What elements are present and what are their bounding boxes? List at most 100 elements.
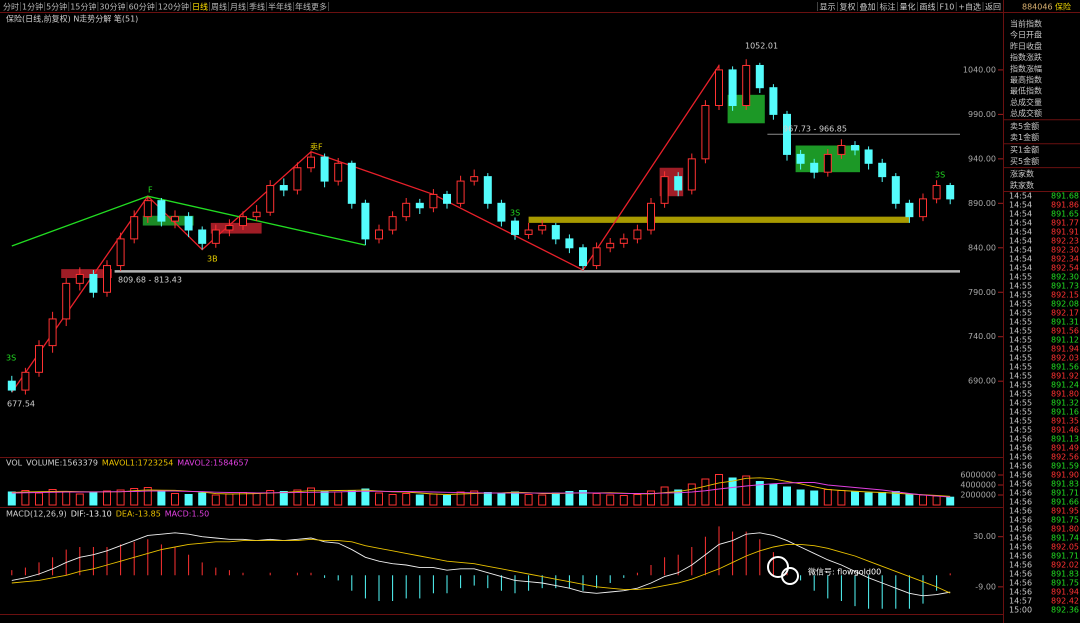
volume-bar [198, 492, 207, 506]
candle-body [905, 202, 914, 218]
tick-time: 14:56 [1009, 444, 1032, 453]
info-label: 卖1金额 [1010, 132, 1039, 142]
tick-price: 891.83 [1051, 570, 1079, 579]
volume-bar [429, 493, 438, 506]
candle-body [538, 225, 547, 231]
period-tab[interactable]: 1分钟 [22, 2, 43, 12]
period-tab[interactable]: 周线 [211, 2, 227, 12]
volume-bar [823, 489, 832, 506]
chart-title: 保险(日线,前复权) N走势分解 笔(51) [6, 14, 138, 24]
wechat-icon [767, 556, 789, 578]
volume-bar [279, 491, 288, 506]
tick-price: 892.23 [1051, 237, 1079, 246]
tick-price: 891.95 [1051, 507, 1079, 516]
volume-bar [932, 495, 941, 506]
toolbar-action[interactable]: 返回 [985, 3, 1001, 12]
volume-bar [7, 491, 16, 506]
tick-price: 891.94 [1051, 345, 1079, 354]
tick-price: 892.15 [1051, 291, 1079, 300]
volume-bar [171, 493, 179, 506]
pivot-zone [61, 269, 112, 279]
y-tick-label: 1040.00 [963, 65, 996, 74]
period-tab[interactable]: 60分钟 [129, 2, 155, 12]
tick-time: 14:56 [1009, 525, 1032, 534]
toolbar-action[interactable]: 显示 [820, 3, 836, 12]
volume-bar [62, 491, 71, 506]
period-tab[interactable]: 月线 [230, 2, 246, 12]
volume-bar [334, 491, 343, 506]
period-tab[interactable]: 15分钟 [70, 2, 96, 12]
tick-price: 891.56 [1051, 327, 1079, 336]
tick-price: 892.17 [1051, 309, 1079, 318]
tick-time: 14:56 [1009, 570, 1032, 579]
period-tab[interactable]: 分时 [3, 2, 19, 12]
toolbar-action[interactable]: 标注 [880, 2, 896, 12]
tick-time: 14:56 [1009, 534, 1032, 543]
tick-price: 891.77 [1051, 219, 1079, 228]
tick-price: 891.56 [1051, 363, 1079, 372]
candle-body [810, 162, 819, 173]
tick-time: 14:54 [1009, 264, 1032, 273]
candle-body [184, 216, 193, 231]
volume-bar [116, 489, 125, 506]
info-label: 总成交额 [1010, 108, 1042, 118]
period-tab[interactable]: 120分钟 [158, 2, 189, 12]
tick-time: 14:54 [1009, 237, 1032, 246]
tick-price: 891.12 [1051, 336, 1079, 345]
volume-bar [837, 490, 846, 506]
tick-time: 14:54 [1009, 201, 1032, 210]
volume-bar [75, 493, 84, 506]
candle-body [592, 247, 601, 267]
toolbar-action[interactable]: 量化 [900, 2, 916, 12]
panel-legend: VOL [6, 459, 23, 468]
candle-body [198, 229, 207, 244]
candle-body [606, 242, 615, 249]
candle-body [402, 202, 411, 218]
period-tab[interactable]: 日线 [192, 2, 208, 12]
tick-price: 892.02 [1051, 561, 1079, 570]
y-tick-label: 6000000 [960, 471, 996, 480]
candle-body [837, 145, 846, 155]
candle-body [946, 185, 955, 200]
info-label: 今日开盘 [1010, 30, 1042, 40]
info-label: 总成交量 [1010, 97, 1042, 107]
volume-bar [320, 490, 329, 506]
info-label: 买5金额 [1010, 156, 1039, 166]
toolbar-action[interactable]: 画线 [920, 2, 936, 12]
period-tab[interactable]: 季线 [249, 2, 265, 12]
candle-body [551, 225, 560, 240]
volume-bar [470, 490, 479, 506]
info-label: 买1金额 [1010, 145, 1039, 155]
volume-bar [633, 494, 642, 506]
candle-body [919, 198, 927, 218]
period-tab[interactable]: 30分钟 [99, 2, 125, 12]
tick-price: 892.54 [1051, 264, 1079, 273]
volume-bar [483, 492, 492, 506]
period-tab[interactable]: 半年线 [268, 2, 292, 12]
volume-bar [130, 488, 139, 506]
y-tick-label: 740.00 [968, 332, 996, 341]
volume-bar [878, 492, 887, 506]
volume-bar [211, 494, 220, 506]
annotation: 677.54 [7, 400, 35, 409]
candle-body [429, 193, 438, 209]
tick-price: 892.30 [1051, 246, 1079, 255]
volume-bar [307, 487, 315, 506]
tick-price: 891.75 [1051, 579, 1079, 588]
volume-bar [783, 486, 791, 506]
volume-bar [606, 494, 615, 506]
candle-body [279, 185, 288, 191]
pivot-zone [142, 215, 194, 226]
toolbar-action[interactable]: F10 [940, 3, 955, 12]
info-label: 涨家数 [1010, 169, 1034, 179]
toolbar-action[interactable]: +自选 [958, 2, 981, 12]
tick-time: 14:54 [1009, 219, 1032, 228]
candle-body [647, 202, 655, 231]
volume-bar [619, 495, 628, 506]
tick-time: 14:56 [1009, 543, 1032, 552]
toolbar-action[interactable]: 叠加 [860, 2, 876, 12]
period-tab[interactable]: 年线更多 [295, 2, 327, 12]
tick-time: 14:56 [1009, 435, 1032, 444]
toolbar-action[interactable]: 复权 [840, 2, 856, 12]
period-tab[interactable]: 5分钟 [46, 2, 67, 12]
